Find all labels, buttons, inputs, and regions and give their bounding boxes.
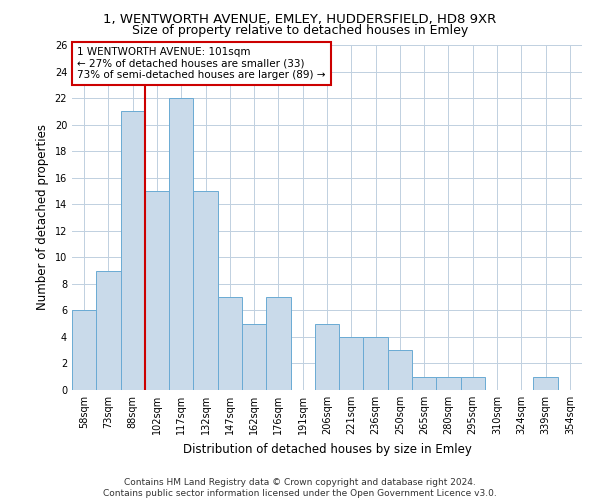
Bar xyxy=(461,376,485,390)
Bar xyxy=(412,376,436,390)
X-axis label: Distribution of detached houses by size in Emley: Distribution of detached houses by size … xyxy=(182,442,472,456)
Text: 1, WENTWORTH AVENUE, EMLEY, HUDDERSFIELD, HD8 9XR: 1, WENTWORTH AVENUE, EMLEY, HUDDERSFIELD… xyxy=(103,12,497,26)
Bar xyxy=(145,191,169,390)
Text: Size of property relative to detached houses in Emley: Size of property relative to detached ho… xyxy=(132,24,468,37)
Bar xyxy=(266,297,290,390)
Text: Contains HM Land Registry data © Crown copyright and database right 2024.
Contai: Contains HM Land Registry data © Crown c… xyxy=(103,478,497,498)
Bar xyxy=(388,350,412,390)
Bar xyxy=(218,297,242,390)
Text: 1 WENTWORTH AVENUE: 101sqm
← 27% of detached houses are smaller (33)
73% of semi: 1 WENTWORTH AVENUE: 101sqm ← 27% of deta… xyxy=(77,46,326,80)
Bar xyxy=(339,337,364,390)
Bar xyxy=(121,112,145,390)
Bar xyxy=(72,310,96,390)
Bar xyxy=(533,376,558,390)
Bar xyxy=(364,337,388,390)
Bar xyxy=(169,98,193,390)
Bar xyxy=(436,376,461,390)
Y-axis label: Number of detached properties: Number of detached properties xyxy=(36,124,49,310)
Bar xyxy=(193,191,218,390)
Bar xyxy=(315,324,339,390)
Bar xyxy=(96,270,121,390)
Bar xyxy=(242,324,266,390)
